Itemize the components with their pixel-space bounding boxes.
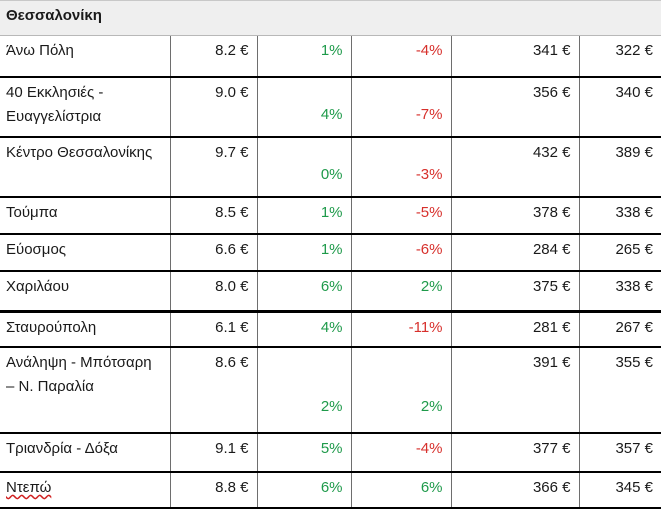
value-2: 322 € <box>578 36 661 78</box>
value-2: 355 € <box>578 347 661 434</box>
price-per-sqm: 8.2 € <box>169 36 258 78</box>
table-row: Εύοσμος 6.6 € 1% -6% 284 € 265 € <box>0 234 661 272</box>
value-1: 375 € <box>450 271 580 313</box>
table-row: Κέντρο Θεσσαλονίκης 9.7 € 0% -3% 432 € 3… <box>0 137 661 198</box>
area-name: Τούμπα <box>0 197 171 235</box>
price-table: Άνω Πόλη 8.2 € 1% -4% 341 € 322 € 40 Εκκ… <box>0 36 661 509</box>
value-1: 377 € <box>450 433 580 473</box>
change-2: -4% <box>350 433 452 473</box>
value-2: 267 € <box>578 311 661 348</box>
value-1: 341 € <box>450 36 580 78</box>
change-1: 1% <box>256 36 352 78</box>
change-2: 6% <box>350 472 452 509</box>
value-2: 357 € <box>578 433 661 473</box>
price-per-sqm: 8.5 € <box>169 197 258 235</box>
table-row: Τριανδρία - Δόξα 9.1 € 5% -4% 377 € 357 … <box>0 433 661 473</box>
value-2: 345 € <box>578 472 661 509</box>
change-2: -3% <box>350 137 452 198</box>
area-name: Τριανδρία - Δόξα <box>0 433 171 473</box>
area-name: Ντεπώ <box>0 472 171 509</box>
change-2: -6% <box>350 234 452 272</box>
change-2: -7% <box>350 77 452 138</box>
value-2: 265 € <box>578 234 661 272</box>
change-1: 6% <box>256 472 352 509</box>
region-title: Θεσσαλονίκη <box>6 7 102 24</box>
value-1: 391 € <box>450 347 580 434</box>
price-per-sqm: 9.7 € <box>169 137 258 198</box>
value-1: 366 € <box>450 472 580 509</box>
change-1: 1% <box>256 197 352 235</box>
change-1: 1% <box>256 234 352 272</box>
value-1: 378 € <box>450 197 580 235</box>
value-2: 389 € <box>578 137 661 198</box>
price-per-sqm: 6.1 € <box>169 311 258 348</box>
change-1: 0% <box>256 137 352 198</box>
area-name: Χαριλάου <box>0 271 171 313</box>
price-per-sqm: 8.6 € <box>169 347 258 434</box>
area-name: Εύοσμος <box>0 234 171 272</box>
price-per-sqm: 8.8 € <box>169 472 258 509</box>
change-2: 2% <box>350 347 452 434</box>
table-row: Άνω Πόλη 8.2 € 1% -4% 341 € 322 € <box>0 36 661 78</box>
table-row: Ντεπώ 8.8 € 6% 6% 366 € 345 € <box>0 472 661 509</box>
value-1: 284 € <box>450 234 580 272</box>
table-row: Σταυρούπολη 6.1 € 4% -11% 281 € 267 € <box>0 311 661 348</box>
change-2: -4% <box>350 36 452 78</box>
value-1: 432 € <box>450 137 580 198</box>
price-per-sqm: 9.0 € <box>169 77 258 138</box>
area-name: Σταυρούπολη <box>0 311 171 348</box>
change-1: 5% <box>256 433 352 473</box>
change-2: -5% <box>350 197 452 235</box>
table-row: Ανάληψη - Μπότσαρη – Ν. Παραλία 8.6 € 2%… <box>0 347 661 434</box>
change-1: 4% <box>256 77 352 138</box>
table-row: Χαριλάου 8.0 € 6% 2% 375 € 338 € <box>0 271 661 313</box>
area-name: Ανάληψη - Μπότσαρη – Ν. Παραλία <box>0 347 171 434</box>
change-1: 6% <box>256 271 352 313</box>
value-2: 338 € <box>578 197 661 235</box>
value-2: 340 € <box>578 77 661 138</box>
region-header: Θεσσαλονίκη <box>0 0 661 36</box>
table-row: Τούμπα 8.5 € 1% -5% 378 € 338 € <box>0 197 661 235</box>
value-2: 338 € <box>578 271 661 313</box>
price-per-sqm: 9.1 € <box>169 433 258 473</box>
value-1: 356 € <box>450 77 580 138</box>
change-2: -11% <box>350 311 452 348</box>
table-row: 40 Εκκλησιές - Ευαγγελίστρια 9.0 € 4% -7… <box>0 77 661 138</box>
value-1: 281 € <box>450 311 580 348</box>
change-1: 4% <box>256 311 352 348</box>
area-name: Άνω Πόλη <box>0 36 171 78</box>
area-name-text: Ντεπώ <box>6 479 52 496</box>
change-1: 2% <box>256 347 352 434</box>
price-per-sqm: 8.0 € <box>169 271 258 313</box>
price-per-sqm: 6.6 € <box>169 234 258 272</box>
change-2: 2% <box>350 271 452 313</box>
area-name: Κέντρο Θεσσαλονίκης <box>0 137 171 198</box>
area-name: 40 Εκκλησιές - Ευαγγελίστρια <box>0 77 171 138</box>
